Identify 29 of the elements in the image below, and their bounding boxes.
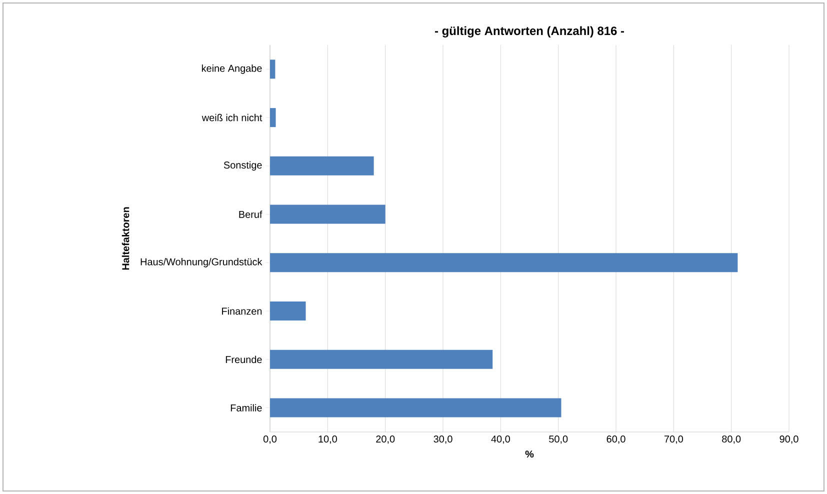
y-tick-label: keine Angabe — [202, 64, 262, 74]
y-tick-label: Finanzen — [222, 307, 262, 315]
bar — [270, 253, 738, 272]
y-tick-label: weiß ich nicht — [202, 114, 262, 122]
y-tick-label: Sonstige — [224, 161, 262, 171]
bar — [270, 398, 562, 418]
bar — [270, 302, 306, 321]
bar — [270, 60, 276, 79]
x-tick-label: 80,0 — [722, 436, 741, 444]
bar — [270, 204, 386, 224]
x-tick-label: 20,0 — [376, 436, 395, 444]
y-tick-label: Haus/Wohnung/Grundstück — [140, 258, 262, 268]
bar — [270, 350, 493, 369]
x-tick-label: 10,0 — [318, 436, 337, 444]
y-axis-title: Haltefaktoren — [122, 207, 130, 270]
chart-title: - gültige Antworten (Anzahl) 816 - — [435, 26, 624, 38]
bar — [270, 156, 374, 176]
bar — [270, 108, 276, 128]
x-tick-label: 90,0 — [780, 436, 798, 444]
y-tick-label: Beruf — [239, 210, 262, 218]
x-tick-label: 70,0 — [664, 436, 683, 444]
x-tick-label: 30,0 — [434, 436, 452, 444]
x-tick-label: 50,0 — [549, 436, 568, 444]
x-axis-title: % — [525, 450, 534, 458]
x-tick-label: 60,0 — [606, 436, 626, 444]
y-tick-label: Freunde — [226, 356, 262, 364]
y-tick-label: Familie — [230, 404, 262, 412]
x-tick-label: 0,0 — [263, 436, 277, 444]
x-tick-label: 40,0 — [491, 436, 510, 444]
